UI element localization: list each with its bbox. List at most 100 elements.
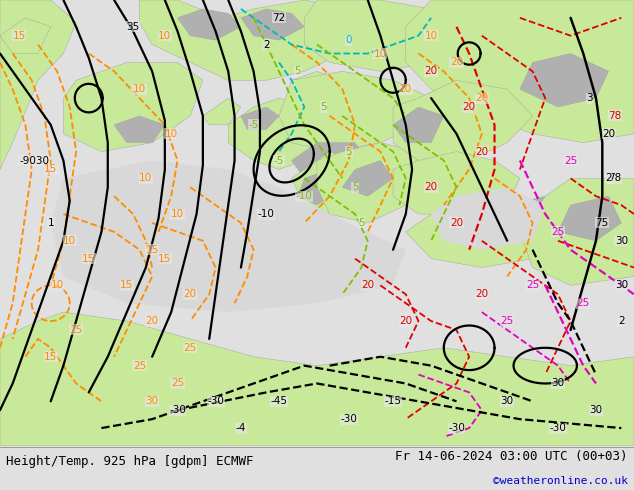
Text: 5: 5 [352, 182, 358, 192]
Text: 1: 1 [48, 218, 54, 228]
Polygon shape [298, 170, 342, 205]
Polygon shape [114, 116, 165, 143]
Text: 15: 15 [146, 245, 158, 255]
Text: 10: 10 [158, 31, 171, 41]
Text: Fr 14-06-2024 03:00 UTC (00+03): Fr 14-06-2024 03:00 UTC (00+03) [395, 450, 628, 464]
Polygon shape [406, 196, 558, 268]
Polygon shape [507, 196, 571, 232]
Text: 25: 25 [133, 361, 146, 370]
Text: 20: 20 [463, 102, 476, 112]
Text: 15: 15 [120, 280, 133, 291]
Text: -15: -15 [385, 396, 401, 406]
Polygon shape [241, 107, 279, 129]
Polygon shape [292, 143, 368, 178]
Text: 20: 20 [476, 147, 488, 157]
Text: 15: 15 [70, 325, 82, 335]
Text: -30: -30 [169, 405, 186, 415]
Text: 10: 10 [165, 129, 178, 139]
Text: 20: 20 [425, 182, 437, 192]
Text: 10: 10 [425, 31, 437, 41]
Text: -10: -10 [258, 209, 275, 219]
Polygon shape [304, 0, 456, 72]
Text: 30: 30 [552, 378, 564, 389]
Text: 2: 2 [605, 173, 612, 183]
Polygon shape [558, 196, 621, 241]
Text: 20: 20 [450, 57, 463, 68]
Text: 25: 25 [526, 280, 539, 291]
Text: 20: 20 [184, 289, 197, 299]
Polygon shape [51, 161, 406, 312]
Text: 75: 75 [595, 218, 609, 228]
Text: 20: 20 [361, 280, 374, 291]
Polygon shape [393, 107, 444, 143]
Text: 3: 3 [586, 93, 593, 103]
Text: 5: 5 [320, 102, 327, 112]
Text: -30: -30 [340, 414, 357, 424]
Text: 10: 10 [51, 280, 63, 291]
Text: 10: 10 [133, 84, 146, 94]
Text: 25: 25 [552, 227, 564, 237]
Polygon shape [241, 9, 304, 40]
Polygon shape [406, 0, 634, 143]
Text: 15: 15 [82, 254, 95, 264]
Text: 2: 2 [263, 40, 269, 49]
Text: 78: 78 [608, 173, 621, 183]
Text: Height/Temp. 925 hPa [gdpm] ECMWF: Height/Temp. 925 hPa [gdpm] ECMWF [6, 455, 254, 468]
Polygon shape [203, 98, 241, 125]
Polygon shape [292, 151, 355, 214]
Polygon shape [342, 161, 393, 196]
Text: 30: 30 [590, 405, 602, 415]
Text: 30: 30 [501, 396, 514, 406]
Text: -4: -4 [236, 423, 246, 433]
Text: 25: 25 [184, 343, 197, 353]
Polygon shape [431, 187, 545, 250]
Text: 15: 15 [158, 254, 171, 264]
Polygon shape [292, 72, 342, 98]
Text: 30: 30 [146, 396, 158, 406]
Polygon shape [178, 9, 241, 40]
Text: 78: 78 [608, 111, 621, 121]
Polygon shape [63, 62, 203, 151]
Text: -30: -30 [448, 423, 465, 433]
Text: 2: 2 [618, 316, 624, 326]
Text: 10: 10 [139, 173, 152, 183]
Text: 15: 15 [44, 352, 57, 362]
Text: 0: 0 [346, 35, 352, 45]
Text: -5: -5 [274, 155, 284, 166]
Text: 5: 5 [346, 147, 352, 157]
Text: -30: -30 [207, 396, 224, 406]
Text: -10: -10 [296, 191, 313, 201]
Polygon shape [279, 72, 431, 151]
Polygon shape [520, 53, 609, 107]
Text: 20: 20 [476, 289, 488, 299]
Text: 25: 25 [171, 378, 184, 389]
Text: 5: 5 [358, 218, 365, 228]
Text: -45: -45 [271, 396, 287, 406]
Text: 35: 35 [127, 22, 139, 32]
Text: 30: 30 [615, 280, 628, 291]
Polygon shape [393, 80, 533, 161]
Text: 15: 15 [44, 165, 57, 174]
Text: 15: 15 [13, 31, 25, 41]
Text: 25: 25 [501, 316, 514, 326]
Polygon shape [139, 0, 368, 80]
Text: 20: 20 [602, 129, 615, 139]
Text: 10: 10 [171, 209, 184, 219]
Polygon shape [469, 205, 533, 241]
Text: -9030: -9030 [19, 155, 49, 166]
Polygon shape [520, 178, 634, 285]
Polygon shape [317, 143, 431, 223]
Text: 20: 20 [476, 93, 488, 103]
Polygon shape [0, 18, 51, 53]
Text: -5: -5 [249, 120, 259, 130]
Text: -30: -30 [550, 423, 566, 433]
Text: 20: 20 [425, 66, 437, 76]
Polygon shape [0, 312, 634, 446]
Text: 5: 5 [295, 66, 301, 76]
Text: 20: 20 [146, 316, 158, 326]
Text: ©weatheronline.co.uk: ©weatheronline.co.uk [493, 476, 628, 486]
Polygon shape [0, 0, 76, 170]
Polygon shape [393, 151, 520, 214]
Text: 30: 30 [615, 236, 628, 246]
Text: 10: 10 [63, 236, 76, 246]
